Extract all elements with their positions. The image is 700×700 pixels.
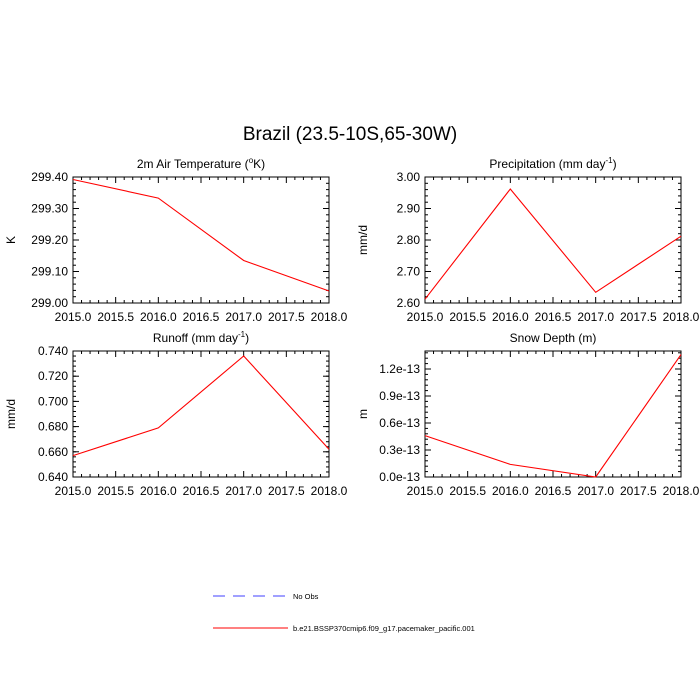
x-tick-label: 2016.0 [140, 310, 177, 324]
chart-panel-3: Runoff (mm day-1) mm/d 2015.0 2015.5 2016.0 2… [4, 330, 348, 498]
legend: No Obs b.e21.BSSP370cmip6.f09_g17.pacemak… [213, 592, 475, 633]
series-line [424, 354, 682, 478]
x-tick-label: 2017.5 [620, 310, 657, 324]
x-tick-label: 2015.0 [407, 310, 444, 324]
y-tick-label: 0.680 [38, 420, 68, 434]
y-tick-label: 299.10 [31, 265, 68, 279]
chart-panel-4: Snow Depth (m) m 2015.0 2015.5 2016.0 2016.5 2… [356, 331, 700, 498]
x-tick-label: 2017.0 [577, 484, 614, 498]
x-tick-label: 2017.5 [268, 310, 305, 324]
series-line [72, 355, 330, 457]
panel-title-text: Snow Depth (m) [510, 331, 597, 345]
x-tick-label: 2016.0 [492, 484, 529, 498]
panel-title-text: Precipitation (mm day [489, 157, 605, 171]
chart-panel-1: 2m Air Temperature (oK) K 2015.0 2015.5 2016… [4, 156, 348, 324]
x-tick-label: 2018.0 [663, 310, 700, 324]
y-axis-label: mm/d [356, 225, 370, 255]
y-tick-label: 0.660 [38, 445, 68, 459]
y-tick-label: 299.00 [31, 296, 68, 310]
panel-title-end: K) [253, 157, 265, 171]
y-axis-label: m [356, 409, 370, 419]
panel-title-superscript: -1 [605, 156, 613, 165]
y-tick-label: 299.30 [31, 202, 68, 216]
x-tick-label: 2018.0 [663, 484, 700, 498]
x-tick-label: 2016.5 [535, 310, 572, 324]
x-tick-label: 2016.0 [140, 484, 177, 498]
y-tick-label: 0.720 [38, 369, 68, 383]
panel-title: 2m Air Temperature (oK) [137, 156, 265, 171]
panel-title-end: ) [613, 157, 617, 171]
y-axis-label: mm/d [4, 399, 18, 429]
x-tick-label: 2017.5 [620, 484, 657, 498]
x-tick-label: 2015.0 [55, 484, 92, 498]
y-tick-label: 2.60 [397, 296, 421, 310]
y-tick-label: 0.740 [38, 344, 68, 358]
y-tick-label: 299.20 [31, 233, 68, 247]
y-tick-label: 0.640 [38, 470, 68, 484]
x-tick-label: 2015.5 [449, 484, 486, 498]
y-tick-label: 0.6e-13 [379, 416, 420, 430]
legend-label-1: No Obs [293, 592, 319, 601]
y-tick-label: 0.9e-13 [379, 389, 420, 403]
plot-frame [424, 350, 682, 478]
panel-title-end: ) [245, 331, 249, 345]
x-tick-label: 2015.0 [407, 484, 444, 498]
x-tick-label: 2016.5 [183, 310, 220, 324]
y-tick-label: 0.3e-13 [379, 443, 420, 457]
panel-title: Runoff (mm day-1) [153, 330, 249, 345]
panel-title-text: Runoff (mm day [153, 331, 238, 345]
x-tick-label: 2015.0 [55, 310, 92, 324]
y-tick-label: 3.00 [397, 170, 421, 184]
x-tick-label: 2017.0 [225, 484, 262, 498]
panel-title-text: 2m Air Temperature ( [137, 157, 249, 171]
panel-title: Precipitation (mm day-1) [489, 156, 616, 171]
panel-title-superscript: o [249, 156, 254, 165]
y-tick-label: 2.70 [397, 265, 421, 279]
y-tick-label: 1.2e-13 [379, 362, 420, 376]
x-tick-label: 2016.5 [183, 484, 220, 498]
y-tick-label: 299.40 [31, 170, 68, 184]
x-tick-label: 2016.0 [492, 310, 529, 324]
x-tick-label: 2017.5 [268, 484, 305, 498]
panel-title-superscript: -1 [238, 330, 246, 339]
y-tick-label: 0.0e-13 [379, 470, 420, 484]
series-line [72, 178, 330, 292]
panels: 2m Air Temperature (oK) K 2015.0 2015.5 2016… [4, 156, 700, 498]
figure-title: Brazil (23.5-10S,65-30W) [243, 124, 457, 145]
x-tick-label: 2015.5 [97, 310, 134, 324]
x-tick-label: 2018.0 [311, 484, 348, 498]
y-tick-label: 2.80 [397, 233, 421, 247]
x-tick-label: 2018.0 [311, 310, 348, 324]
x-tick-label: 2015.5 [449, 310, 486, 324]
plot-frame [72, 350, 330, 478]
y-axis-label: K [4, 236, 18, 244]
series-line [424, 188, 682, 300]
x-tick-label: 2016.5 [535, 484, 572, 498]
plot-frame [72, 176, 330, 304]
x-tick-label: 2017.0 [225, 310, 262, 324]
y-tick-label: 2.90 [397, 202, 421, 216]
chart-panel-2: Precipitation (mm day-1) mm/d 2015.0 2015.5… [356, 156, 700, 324]
panel-title: Snow Depth (m) [510, 331, 597, 345]
x-tick-label: 2015.5 [97, 484, 134, 498]
legend-label-2: b.e21.BSSP370cmip6.f09_g17.pacemaker_pac… [293, 624, 475, 633]
x-tick-label: 2017.0 [577, 310, 614, 324]
y-tick-label: 0.700 [38, 394, 68, 408]
